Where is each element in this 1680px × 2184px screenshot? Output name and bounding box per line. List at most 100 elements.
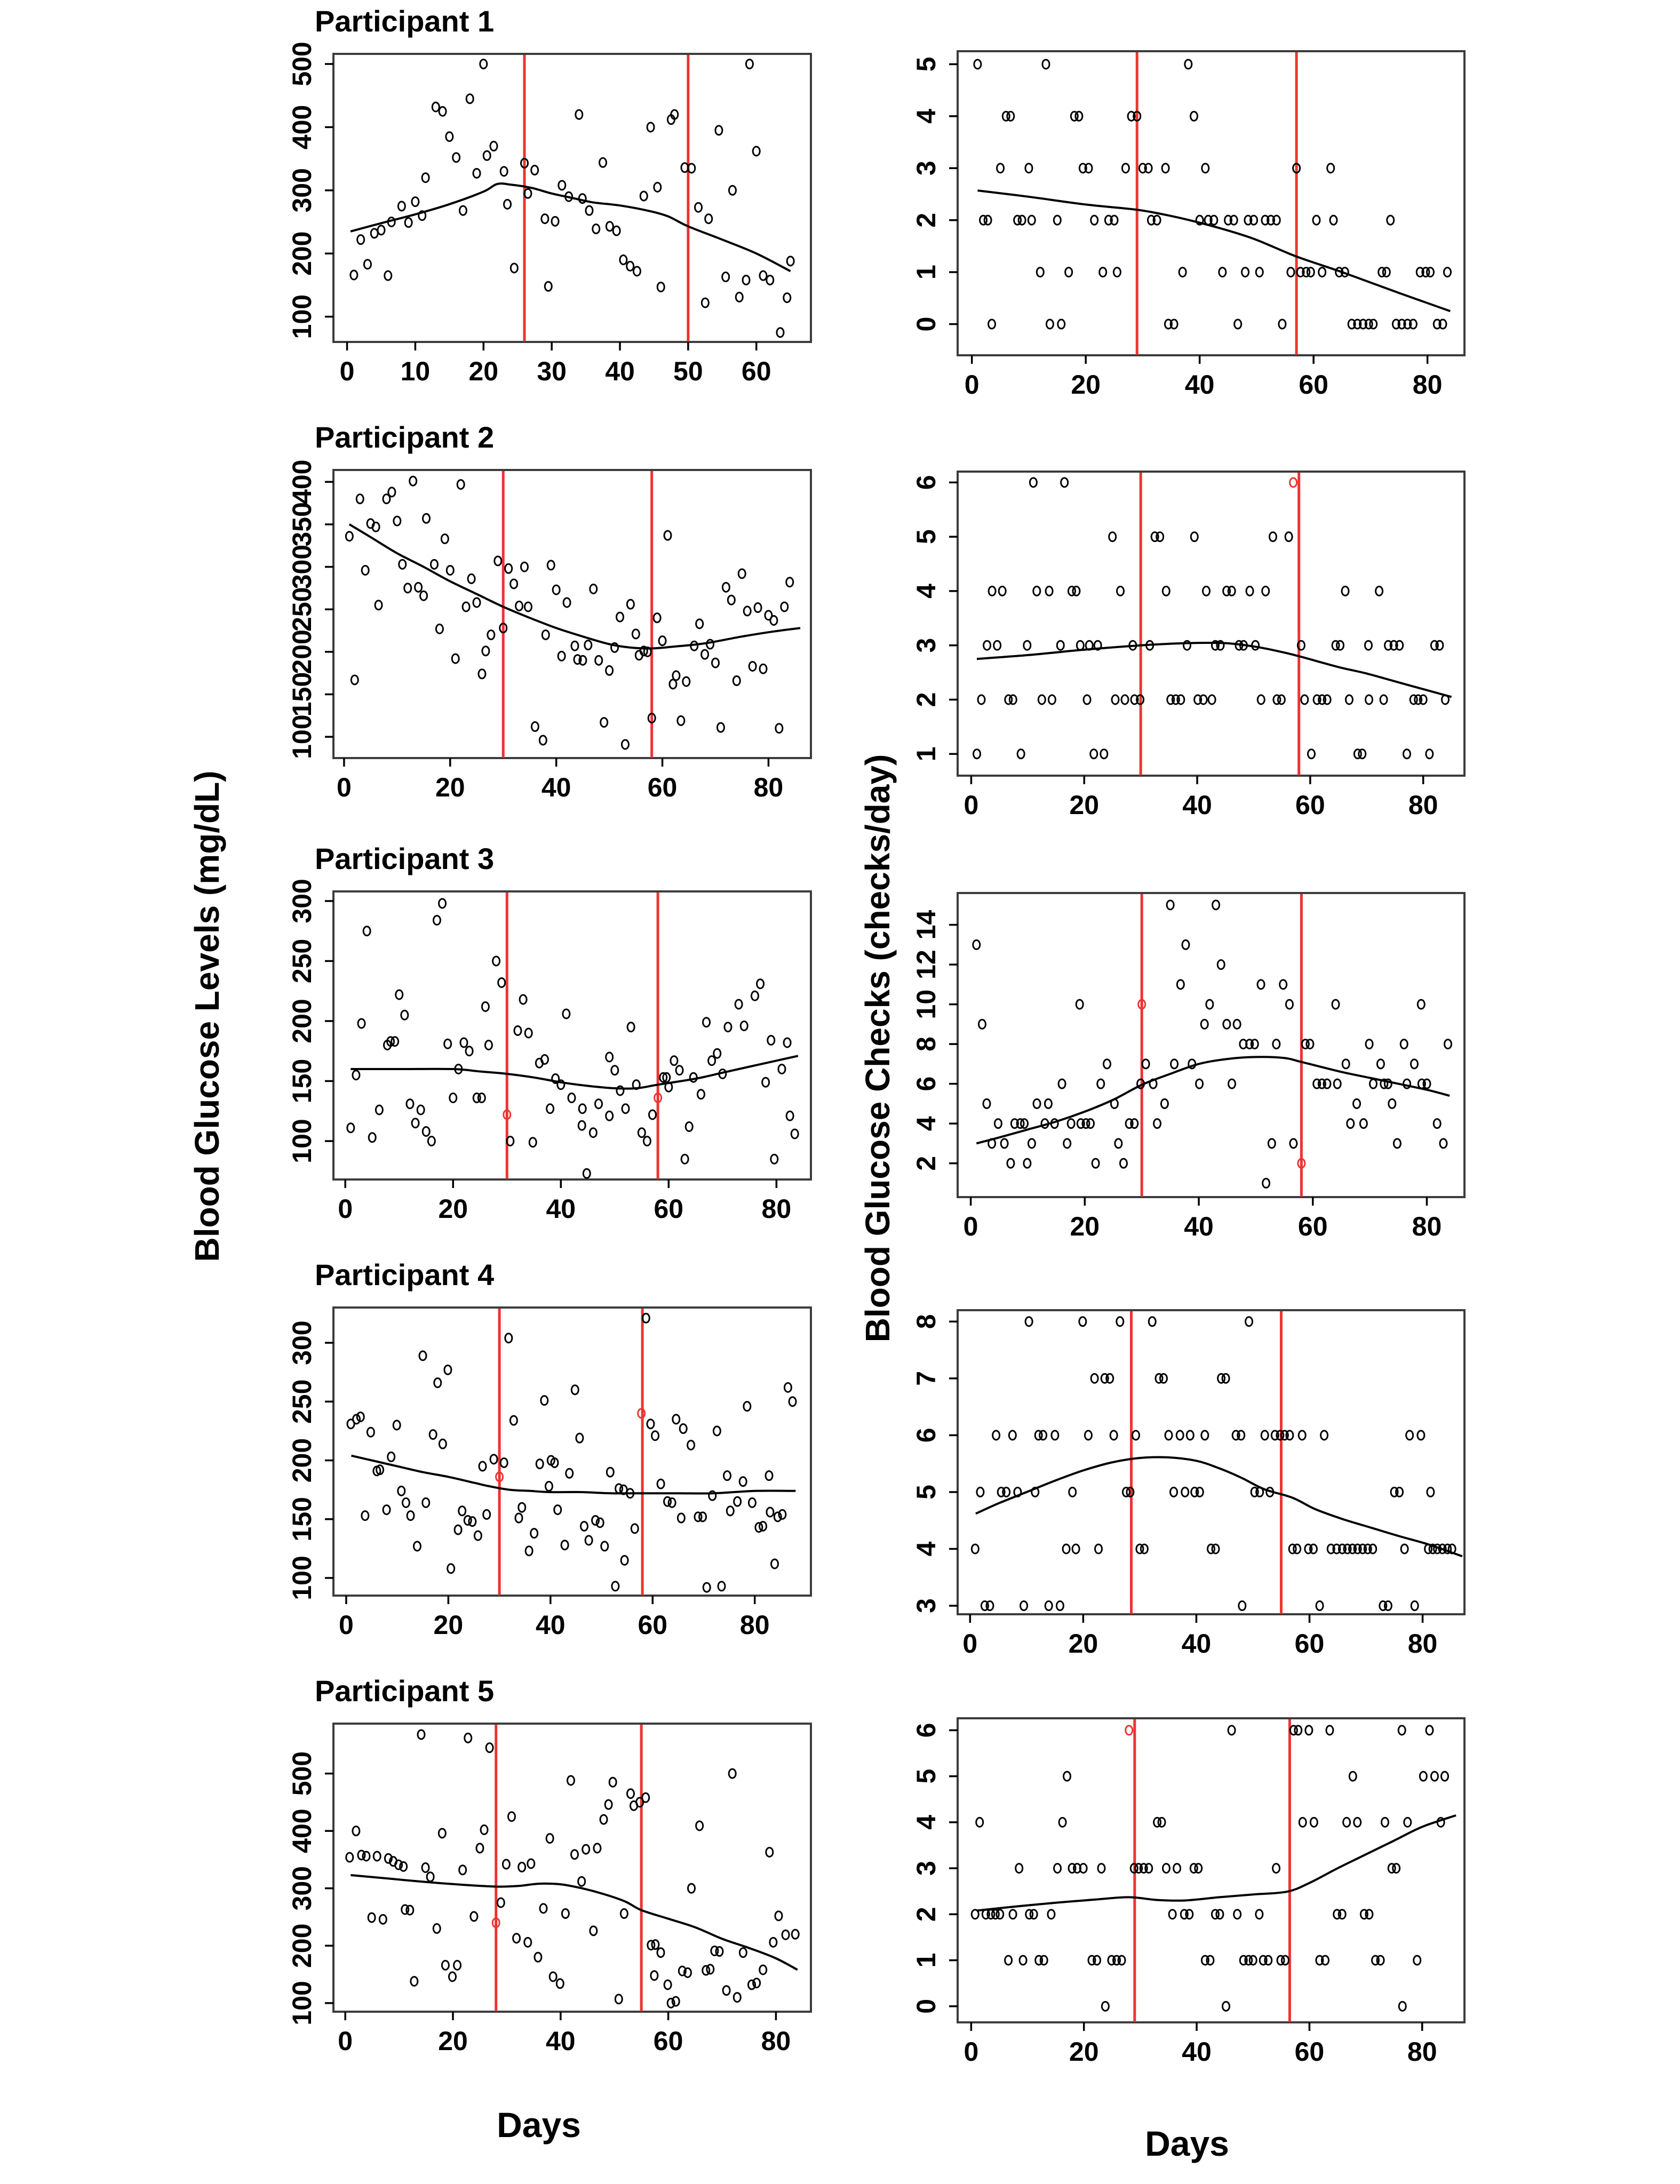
scatter-point	[1272, 694, 1281, 705]
scatter-point	[1141, 1058, 1150, 1070]
scatter-point	[1331, 999, 1340, 1010]
y-tick-label: 350	[287, 502, 317, 546]
scatter-point	[647, 713, 656, 724]
scatter-point	[1217, 1373, 1226, 1384]
scatter-point	[1194, 1863, 1203, 1874]
scatter-point	[605, 1051, 614, 1063]
scatter-point	[523, 188, 532, 199]
scatter-point	[1062, 1543, 1071, 1555]
scatter-point	[1415, 267, 1424, 278]
scatter-point	[421, 1497, 431, 1508]
scatter-point	[555, 1978, 564, 1989]
scatter-point	[1068, 1863, 1077, 1874]
scatter-point	[1140, 1543, 1149, 1555]
scatter-point	[453, 1524, 463, 1535]
scatter-point	[637, 1127, 646, 1138]
scatter-point	[480, 1824, 489, 1836]
scatter-point	[1175, 1430, 1184, 1441]
left-column-y-axis-label: Blood Glucose Levels (mg/dL)	[188, 770, 226, 1262]
scatter-point	[1438, 1543, 1447, 1555]
scatter-point	[497, 977, 506, 988]
scatter-point	[387, 1451, 396, 1462]
scatter-point	[619, 1908, 628, 1919]
scatter-point	[458, 1864, 467, 1876]
scatter-point	[1245, 1316, 1254, 1327]
scatter-point	[1296, 640, 1305, 651]
scatter-point	[398, 559, 407, 570]
scatter-point	[560, 1540, 569, 1551]
scatter-point	[1076, 640, 1085, 651]
scatter-point	[441, 1959, 450, 1971]
x-tick-label: 80	[754, 772, 784, 802]
scatter-point	[1289, 1725, 1298, 1736]
scatter-point	[1034, 1955, 1044, 1966]
scatter-point	[517, 1502, 527, 1513]
scatter-point	[1285, 1430, 1294, 1441]
scatter-point	[501, 1859, 511, 1870]
scatter-point	[1006, 110, 1015, 122]
scatter-point	[682, 676, 691, 687]
scatter-point	[535, 1057, 544, 1069]
scatter-point	[409, 475, 418, 487]
scatter-point	[1102, 1058, 1111, 1070]
scatter-point	[1031, 1486, 1040, 1497]
scatter-point	[723, 1470, 732, 1481]
scatter-point	[1416, 1430, 1426, 1441]
scatter-point	[449, 1093, 458, 1103]
scatter-point	[700, 649, 710, 660]
scatter-point	[765, 1846, 774, 1858]
scatter-point	[658, 635, 667, 647]
scatter-point	[739, 1021, 749, 1031]
scatter-point	[503, 198, 512, 210]
scatter-point	[473, 1530, 482, 1541]
scatter-point	[585, 205, 594, 216]
scatter-point	[1359, 1909, 1368, 1920]
scatter-point	[520, 561, 529, 572]
scatter-point	[706, 1964, 715, 1975]
scatter-point	[1400, 1543, 1409, 1555]
scatter-point	[435, 623, 444, 634]
scatter-point	[1409, 694, 1418, 705]
scatter-point	[1447, 1543, 1456, 1555]
scatter-point	[1037, 694, 1046, 705]
scatter-point	[1027, 214, 1036, 226]
plot-title-participant-3: Participant 3	[315, 842, 495, 875]
scatter-point	[721, 272, 730, 283]
scatter-point	[620, 1555, 629, 1566]
scatter-point	[1206, 1955, 1215, 1966]
scatter-point	[1089, 748, 1098, 760]
scatter-point	[1301, 1039, 1310, 1050]
scatter-point	[635, 1797, 644, 1808]
scatter-point	[1426, 267, 1435, 278]
plot-box	[957, 471, 1466, 777]
scatter-point	[1081, 1118, 1090, 1129]
scatter-point	[1138, 163, 1147, 174]
scatter-point	[1209, 214, 1219, 226]
scatter-point	[1008, 1909, 1017, 1920]
scatter-point	[663, 1496, 672, 1507]
scatter-point	[1136, 1078, 1145, 1089]
scatter-point	[1195, 214, 1204, 226]
x-tick-label: 40	[546, 1194, 576, 1224]
scatter-point	[1318, 267, 1327, 278]
scatter-point	[1097, 1863, 1106, 1874]
scatter-point	[411, 196, 420, 208]
scatter-point	[1004, 1955, 1013, 1966]
scatter-point	[616, 611, 624, 623]
scatter-point	[467, 573, 476, 584]
y-tick-label: 6	[911, 1723, 941, 1738]
scatter-point	[1149, 1078, 1158, 1089]
scatter-point	[664, 1081, 673, 1093]
scatter-point	[676, 1512, 686, 1524]
scatter-point-red	[1137, 999, 1146, 1010]
y-tick-label: 0	[911, 1999, 941, 2014]
scatter-point	[1185, 1430, 1195, 1441]
scatter-point	[506, 1136, 515, 1146]
scatter-point	[626, 1788, 635, 1799]
scatter-point	[1193, 694, 1203, 705]
scatter-point	[687, 163, 696, 174]
scatter-point	[675, 1065, 684, 1076]
scatter-point	[1215, 1909, 1224, 1920]
scatter-point	[708, 1490, 717, 1501]
y-tick-label: 150	[287, 672, 317, 716]
